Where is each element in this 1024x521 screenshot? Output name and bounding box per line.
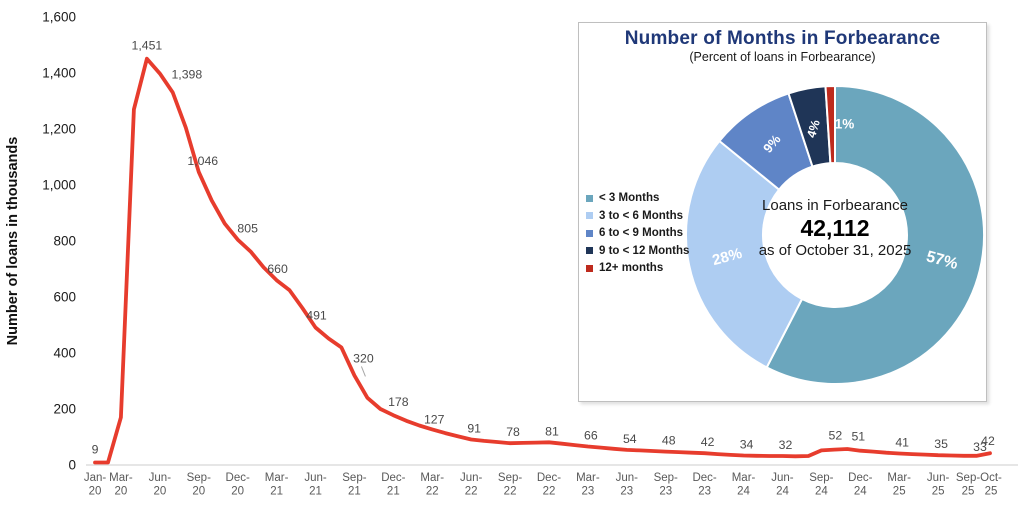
donut-slice-2 — [685, 139, 804, 369]
data-label: 660 — [267, 262, 288, 276]
center-caption: Loans in Forbearance — [762, 197, 908, 214]
y-tick-label: 0 — [68, 458, 76, 473]
data-label: 78 — [506, 425, 520, 439]
x-tick-label: Sep-22 — [498, 472, 522, 498]
x-tick-label: Jun-24 — [771, 472, 794, 498]
series-line — [93, 56, 992, 465]
legend-label: 6 to < 9 Months — [599, 227, 684, 240]
y-tick-label: 1,200 — [42, 122, 76, 137]
y-tick-label: 1,600 — [42, 10, 76, 25]
data-label: 1,046 — [187, 154, 218, 168]
legend-marker — [586, 264, 593, 272]
y-tick-label: 600 — [53, 290, 76, 305]
x-tick-label: Sep-24 — [809, 472, 833, 498]
x-tick-label: Dec-24 — [848, 472, 872, 498]
data-label: 805 — [237, 222, 258, 236]
y-tick-label: 400 — [53, 346, 76, 361]
forbearance-line-series — [93, 56, 992, 465]
legend-label: 9 to < 12 Months — [599, 244, 690, 257]
legend-item-1: < 3 Months — [586, 192, 689, 205]
x-tick-label: Oct-25 — [980, 472, 1002, 498]
data-label: 33 — [973, 440, 987, 454]
data-label: 51 — [851, 430, 865, 444]
donut-slice-label: 1% — [835, 117, 855, 132]
data-label: 91 — [467, 422, 481, 436]
y-tick-label: 1,000 — [42, 178, 76, 193]
forbearance-inset-panel: 57% 28% 9% 4% 1% Number of Months in Forbear… — [578, 22, 987, 402]
x-tick-label: Dec-21 — [381, 472, 405, 498]
legend-marker — [586, 247, 593, 255]
x-tick-label: Mar-20 — [109, 472, 133, 498]
legend-item-3: 6 to < 9 Months — [586, 227, 689, 240]
data-label: 1,398 — [171, 68, 202, 82]
y-tick-label: 1,400 — [42, 66, 76, 81]
legend-item-5: 12+ months — [586, 262, 689, 275]
y-axis-title: Number of loans in thousands — [5, 137, 21, 346]
legend-label: < 3 Months — [599, 192, 660, 205]
legend-marker — [586, 229, 593, 237]
data-label: 48 — [662, 434, 676, 448]
x-tick-label: Jun-21 — [304, 472, 327, 498]
donut-center-text: Loans in Forbearance 42,112 as of Octobe… — [725, 196, 945, 260]
legend-label: 12+ months — [599, 262, 664, 275]
center-asof: as of October 31, 2025 — [758, 242, 912, 259]
x-tick-label: Jun-25 — [927, 472, 950, 498]
y-tick-label: 800 — [53, 234, 76, 249]
donut-legend: < 3 Months 3 to < 6 Months 6 to < 9 Months… — [586, 192, 689, 280]
x-tick-label: Mar-25 — [887, 472, 911, 498]
data-label: 66 — [584, 429, 598, 443]
donut-chart: 57%28%9%4% 1% — [685, 84, 985, 385]
data-label: 52 — [829, 428, 843, 442]
data-label: 42 — [701, 435, 715, 449]
data-label: 178 — [388, 395, 409, 409]
data-label: 42 — [981, 434, 995, 448]
legend-marker — [586, 194, 593, 202]
x-tick-label: Mar-22 — [420, 472, 444, 498]
legend-label: 3 to < 6 Months — [599, 209, 684, 222]
x-tick-label: Jun-20 — [149, 472, 172, 498]
data-label: 34 — [740, 437, 754, 451]
x-tick-label: Dec-20 — [226, 472, 250, 498]
legend-item-2: 3 to < 6 Months — [586, 210, 689, 223]
data-label-leader — [360, 366, 366, 377]
legend-item-4: 9 to < 12 Months — [586, 245, 689, 258]
x-tick-label: Mar-24 — [732, 472, 756, 498]
donut-slice-label: 4% — [804, 118, 823, 139]
y-tick-label: 200 — [53, 402, 76, 417]
inset-subtitle: (Percent of loans in Forbearance) — [689, 50, 876, 64]
data-label: 35 — [934, 437, 948, 451]
x-tick-label: Jan-20 — [84, 472, 107, 498]
x-tick-label: Jun-22 — [460, 472, 483, 498]
x-tick-label: Sep-23 — [654, 472, 678, 498]
donut-slice-5 — [824, 84, 836, 165]
legend-marker — [586, 212, 593, 220]
data-label: 127 — [424, 412, 445, 426]
x-tick-label: Sep-21 — [342, 472, 366, 498]
data-labels: 9 1,451 1,398 1,046 805 660 491 320 178 127 91 78 81… — [92, 39, 995, 457]
donut-slice-1 — [765, 84, 985, 385]
inset-title: Number of Months in Forbearance — [624, 28, 941, 49]
x-tick-label: Mar-21 — [265, 472, 289, 498]
data-label: 32 — [779, 438, 793, 452]
data-label: 491 — [306, 309, 327, 323]
x-tick-label: Sep-25 — [956, 472, 980, 498]
data-label: 54 — [623, 432, 637, 446]
data-label: 9 — [92, 442, 99, 456]
y-axis-tick-labels: 0 200 400 600 800 1,000 1,200 1,400 1,600 — [42, 10, 76, 473]
data-label: 81 — [545, 424, 559, 438]
center-value: 42,112 — [800, 215, 870, 241]
x-tick-label: Sep-20 — [187, 472, 211, 498]
x-tick-label: Dec-23 — [692, 472, 716, 498]
data-label: 320 — [353, 351, 374, 365]
data-label: 1,451 — [131, 39, 162, 53]
data-label: 41 — [895, 436, 909, 450]
x-tick-label: Dec-22 — [537, 472, 561, 498]
x-tick-label: Mar-23 — [576, 472, 600, 498]
x-tick-label: Jun-23 — [616, 472, 639, 498]
